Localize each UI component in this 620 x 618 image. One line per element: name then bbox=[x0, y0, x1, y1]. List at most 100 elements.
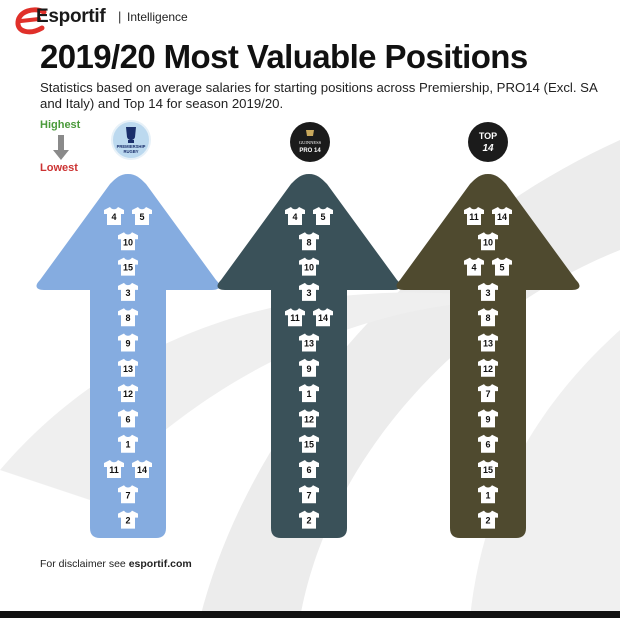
jersey-number: 5 bbox=[499, 263, 504, 273]
brand-name: Esportif bbox=[36, 6, 106, 27]
jersey-number: 10 bbox=[123, 237, 133, 247]
jersey-number: 13 bbox=[123, 364, 133, 374]
jersey-14: 14 bbox=[132, 460, 152, 478]
jersey-shape bbox=[478, 510, 498, 529]
pro14-logo-text-2: PRO 14 bbox=[299, 148, 321, 154]
jersey-number: 9 bbox=[306, 364, 311, 374]
jersey-13: 13 bbox=[118, 358, 138, 377]
jersey-number: 12 bbox=[123, 389, 133, 399]
jersey-3: 3 bbox=[299, 282, 319, 301]
jersey-number: 14 bbox=[318, 313, 328, 323]
jersey-7: 7 bbox=[299, 485, 319, 504]
jersey-6: 6 bbox=[299, 460, 319, 478]
jersey-shape bbox=[118, 282, 138, 301]
top14-logo: TOP 14 bbox=[468, 122, 508, 162]
jersey-number: 14 bbox=[497, 212, 507, 222]
jersey-shape bbox=[478, 485, 498, 504]
jersey-shape bbox=[299, 409, 319, 428]
jersey-shape bbox=[118, 358, 138, 377]
jersey-shape bbox=[132, 460, 152, 478]
jersey-number: 8 bbox=[125, 313, 130, 323]
jersey-10: 10 bbox=[118, 232, 138, 251]
jersey-number: 6 bbox=[485, 440, 490, 450]
jersey-number: 3 bbox=[125, 288, 130, 298]
pro14-arrow-group: 4 5 8 10 3 11 14 13 9 1 12 15 6 7 2 bbox=[217, 174, 401, 538]
jersey-shape bbox=[299, 257, 319, 276]
jersey-number: 12 bbox=[483, 364, 493, 374]
jersey-number: 2 bbox=[485, 516, 490, 526]
jersey-shape bbox=[118, 485, 138, 504]
jersey-number: 8 bbox=[485, 313, 490, 323]
jersey-shape bbox=[285, 207, 305, 225]
jersey-4: 4 bbox=[285, 207, 305, 225]
jersey-shape bbox=[118, 409, 138, 428]
jersey-shape bbox=[478, 460, 498, 478]
jersey-shape bbox=[118, 308, 138, 327]
jersey-9: 9 bbox=[299, 358, 319, 377]
footer-text: For disclaimer see bbox=[40, 558, 129, 570]
jersey-number: 5 bbox=[320, 212, 325, 222]
jersey-number: 6 bbox=[306, 465, 311, 475]
jersey-number: 13 bbox=[483, 339, 493, 349]
jersey-1: 1 bbox=[478, 485, 498, 504]
jersey-shape bbox=[299, 282, 319, 301]
page-title: 2019/20 Most Valuable Positions bbox=[40, 38, 528, 75]
jersey-11: 11 bbox=[285, 308, 305, 327]
jersey-number: 6 bbox=[125, 414, 130, 424]
jersey-shape bbox=[118, 232, 138, 251]
jersey-shape bbox=[464, 207, 484, 225]
jersey-1: 1 bbox=[118, 434, 138, 453]
jersey-2: 2 bbox=[118, 510, 138, 529]
jersey-15: 15 bbox=[118, 257, 138, 276]
jersey-shape bbox=[478, 308, 498, 327]
legend-highest: Highest bbox=[40, 119, 81, 131]
jersey-12: 12 bbox=[118, 384, 138, 403]
jersey-shape bbox=[285, 308, 305, 327]
jersey-shape bbox=[299, 510, 319, 529]
jersey-shape bbox=[132, 207, 152, 225]
jersey-number: 15 bbox=[483, 465, 493, 475]
pro14-arrow bbox=[217, 174, 401, 538]
jersey-shape bbox=[118, 384, 138, 403]
jersey-15: 15 bbox=[478, 460, 498, 478]
jersey-shape bbox=[478, 358, 498, 377]
jersey-12: 12 bbox=[478, 358, 498, 377]
jersey-7: 7 bbox=[118, 485, 138, 504]
jersey-11: 11 bbox=[464, 207, 484, 225]
jersey-shape bbox=[492, 207, 512, 225]
jersey-10: 10 bbox=[299, 257, 319, 276]
jersey-number: 13 bbox=[304, 339, 314, 349]
bottom-bar bbox=[0, 611, 620, 618]
jersey-15: 15 bbox=[299, 434, 319, 453]
jersey-9: 9 bbox=[478, 409, 498, 428]
jersey-number: 7 bbox=[125, 490, 130, 500]
top14-logo-text-1: TOP bbox=[479, 131, 497, 141]
jersey-number: 7 bbox=[485, 389, 490, 399]
jersey-shape bbox=[299, 485, 319, 504]
jersey-6: 6 bbox=[118, 409, 138, 428]
jersey-3: 3 bbox=[118, 282, 138, 301]
jersey-number: 2 bbox=[306, 516, 311, 526]
jersey-shape bbox=[118, 510, 138, 529]
footer-disclaimer: For disclaimer see esportif.com bbox=[40, 558, 192, 570]
guinness-pro14-logo: GUINNESS PRO 14 bbox=[290, 122, 330, 162]
jersey-number: 11 bbox=[290, 313, 300, 323]
jersey-number: 10 bbox=[304, 263, 314, 273]
jersey-4: 4 bbox=[464, 257, 484, 276]
jersey-number: 7 bbox=[306, 490, 311, 500]
jersey-shape bbox=[478, 333, 498, 352]
jersey-number: 9 bbox=[125, 339, 130, 349]
jersey-number: 15 bbox=[304, 440, 314, 450]
jersey-6: 6 bbox=[478, 434, 498, 453]
jersey-2: 2 bbox=[299, 510, 319, 529]
jersey-number: 15 bbox=[123, 263, 133, 273]
jersey-shape bbox=[299, 460, 319, 478]
footer-link[interactable]: esportif.com bbox=[128, 558, 192, 570]
jersey-8: 8 bbox=[118, 308, 138, 327]
jersey-shape bbox=[104, 207, 124, 225]
jersey-number: 1 bbox=[125, 440, 130, 450]
jersey-8: 8 bbox=[478, 308, 498, 327]
jersey-8: 8 bbox=[299, 232, 319, 251]
jersey-7: 7 bbox=[478, 384, 498, 403]
